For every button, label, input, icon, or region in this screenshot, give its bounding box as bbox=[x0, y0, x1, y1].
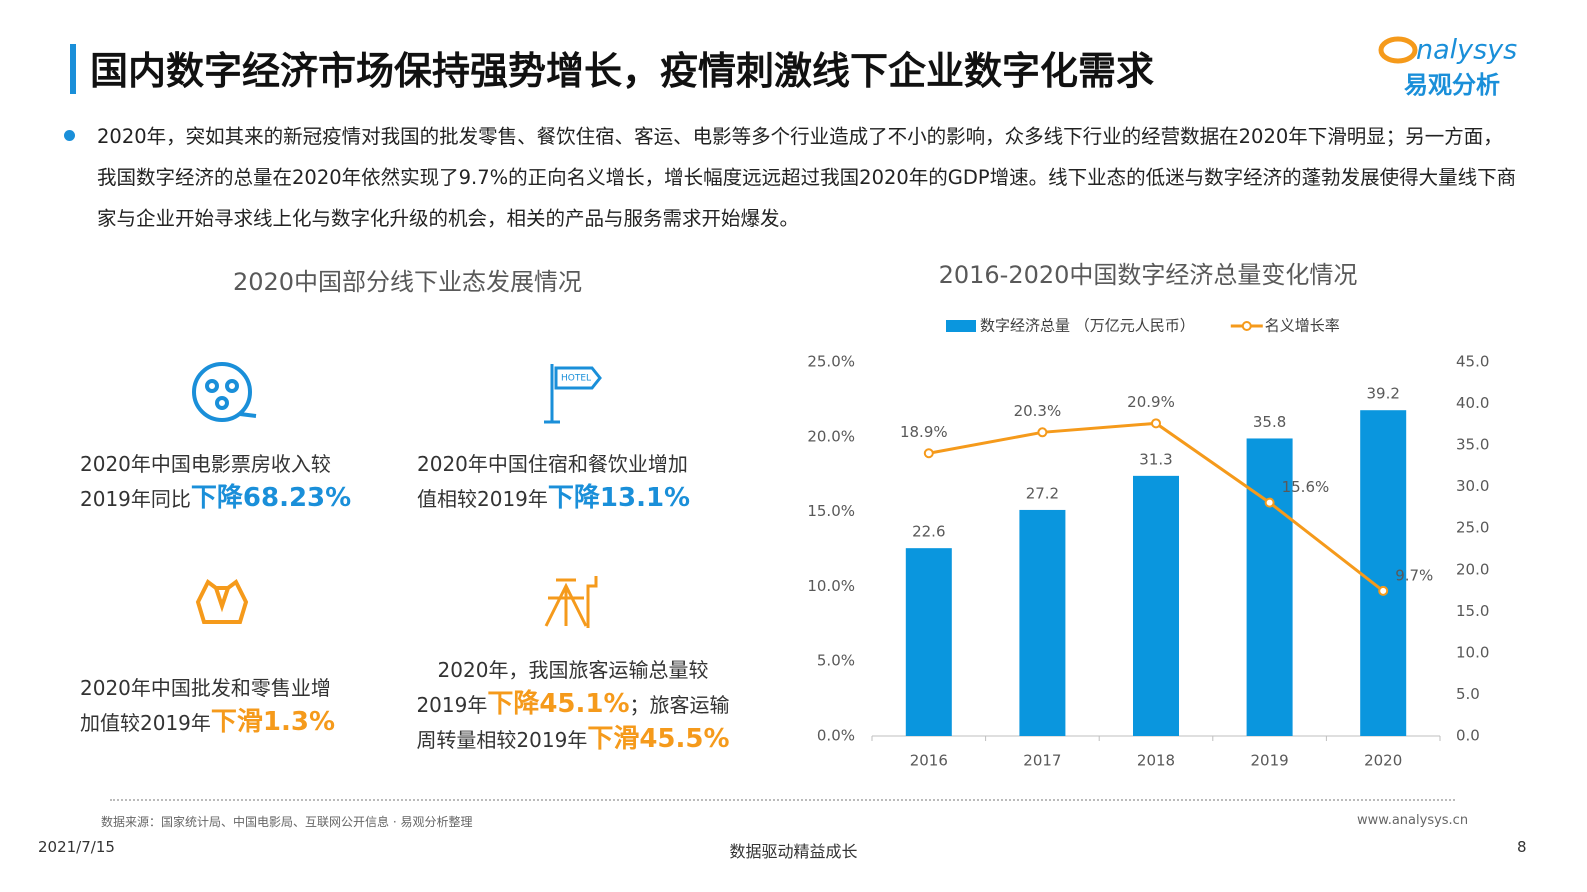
stat-text: 2020年，我国旅客运输总量较 bbox=[437, 658, 709, 682]
chart-title: 2016-2020中国数字经济总量变化情况 bbox=[939, 261, 1358, 289]
legend-marker bbox=[1241, 321, 1252, 331]
panel-title: 2020中国部分线下业态发展情况 bbox=[232, 268, 583, 296]
hotel-icon: HOTEL bbox=[544, 364, 602, 424]
bar bbox=[905, 548, 952, 736]
y2-tick-label: 40.0 bbox=[1456, 394, 1489, 412]
date: 2021/7/15 bbox=[38, 838, 115, 856]
line-value-label: 20.9% bbox=[1127, 393, 1175, 411]
stat-highlight: 下降13.1% bbox=[547, 483, 691, 513]
stat-text: 值相较2019年 bbox=[417, 487, 548, 511]
x-tick-label: 2018 bbox=[1137, 752, 1175, 770]
stat-item: 2020年中国住宿和餐饮业增加 值相较2019年下降13.1% bbox=[417, 447, 690, 516]
stat-text: 2020年中国批发和零售业增 bbox=[80, 676, 331, 700]
stat-item: 2020年中国批发和零售业增 加值较2019年下滑1.3% bbox=[80, 671, 335, 740]
legend-label: 数字经济总量 （万亿元人民币） bbox=[980, 317, 1195, 335]
bar-value-label: 27.2 bbox=[1026, 484, 1059, 502]
stat-highlight: 下降45.1% bbox=[487, 689, 630, 719]
y2-tick-label: 25.0 bbox=[1456, 519, 1489, 537]
y-tick-label: 10.0% bbox=[807, 577, 855, 595]
stat-text: 2019年 bbox=[416, 693, 488, 717]
y2-tick-label: 45.0 bbox=[1456, 353, 1489, 371]
x-tick-label: 2020 bbox=[1364, 752, 1402, 770]
y2-tick-label: 15.0 bbox=[1456, 602, 1489, 620]
bar-value-label: 22.6 bbox=[912, 523, 945, 541]
y2-tick-label: 5.0 bbox=[1456, 685, 1480, 703]
y-tick-label: 25.0% bbox=[807, 353, 855, 371]
stat-highlight: 下滑1.3% bbox=[210, 707, 336, 737]
bar bbox=[1246, 438, 1293, 736]
bar-value-label: 35.8 bbox=[1253, 413, 1286, 431]
bullet bbox=[64, 130, 75, 141]
logo-cn: 易观分析 bbox=[1404, 71, 1500, 99]
y-tick-label: 20.0% bbox=[807, 427, 855, 445]
stat-highlight: 下降68.23% bbox=[190, 483, 352, 513]
logo-text: nalysys bbox=[1416, 35, 1517, 66]
shirt-icon bbox=[195, 578, 249, 624]
legend-label: 名义增长率 bbox=[1265, 317, 1340, 335]
footer-rule bbox=[110, 799, 1455, 801]
y-tick-label: 0.0% bbox=[817, 727, 855, 745]
logo: nalysys 易观分析 bbox=[1378, 26, 1538, 106]
line-value-label: 18.9% bbox=[900, 423, 948, 441]
logo-mark: nalysys 易观分析 bbox=[1378, 35, 1517, 99]
slogan: 数据驱动精益成长 bbox=[729, 842, 858, 861]
bar bbox=[1360, 410, 1407, 736]
chart: 2016-2020中国数字经济总量变化情况 0.0% 5.0% 10.0% 15.0%… bbox=[807, 261, 1489, 770]
stat-item: 2020年，我国旅客运输总量较 2019年下降45.1%；旅客运输 周转量相较2… bbox=[393, 653, 753, 757]
stat-text: 周转量相较2019年 bbox=[416, 728, 588, 752]
bar-value-label: 39.2 bbox=[1366, 385, 1399, 403]
line-value-label: 9.7% bbox=[1395, 566, 1433, 584]
stat-text: 加值较2019年 bbox=[80, 711, 211, 735]
y2-tick-label: 20.0 bbox=[1456, 560, 1489, 578]
y-tick-label: 5.0% bbox=[817, 652, 855, 670]
icons: HOTEL bbox=[192, 362, 602, 628]
stat-text: ；旅客运输 bbox=[629, 693, 730, 717]
url: www.analysys.cn bbox=[1357, 813, 1469, 828]
source: 数据来源：国家统计局、中国电影局、互联网公开信息 · 易观分析整理 bbox=[101, 815, 473, 829]
stat-text: 2020年中国住宿和餐饮业增加 bbox=[417, 452, 688, 476]
y2-tick-label: 30.0 bbox=[1456, 477, 1489, 495]
x-tick-label: 2016 bbox=[910, 752, 948, 770]
x-tick-label: 2019 bbox=[1251, 752, 1289, 770]
stat-highlight: 下滑45.5% bbox=[587, 724, 730, 754]
stat-text: 2019年同比 bbox=[80, 487, 191, 511]
line-point bbox=[1151, 418, 1161, 429]
bar bbox=[1133, 475, 1179, 736]
line-point bbox=[923, 448, 934, 459]
line-value-label: 20.3% bbox=[1014, 402, 1062, 420]
x-tick-label: 2017 bbox=[1023, 752, 1061, 770]
y2-tick-label: 35.0 bbox=[1456, 436, 1489, 454]
logo-swirl bbox=[1378, 36, 1418, 64]
stat-text: 2020年中国电影票房收入较 bbox=[80, 452, 331, 476]
y-tick-label: 15.0% bbox=[807, 502, 855, 520]
line-point bbox=[1037, 427, 1048, 438]
intro-text: 2020年，突如其来的新冠疫情对我国的批发零售、餐饮住宿、客运、电影等多个行业造… bbox=[97, 125, 1517, 230]
bar-value-label: 31.3 bbox=[1139, 450, 1172, 468]
y2-tick-label: 0.0 bbox=[1456, 727, 1480, 745]
line-value-label: 15.6% bbox=[1282, 478, 1330, 496]
page-number: 8 bbox=[1517, 838, 1527, 856]
bar bbox=[1019, 509, 1066, 736]
line-point bbox=[1378, 585, 1389, 596]
line-point bbox=[1264, 497, 1275, 508]
transport-icon bbox=[544, 576, 598, 628]
title-bar bbox=[70, 44, 76, 94]
slide-title: 国内数字经济市场保持强势增长，疫情刺激线下企业数字化需求 bbox=[90, 49, 1155, 93]
film-icon bbox=[192, 362, 257, 422]
stat-item: 2020年中国电影票房收入较 2019年同比下降68.23% bbox=[80, 447, 351, 516]
svg-text:HOTEL: HOTEL bbox=[561, 374, 591, 384]
legend-swatch bbox=[946, 320, 976, 332]
y2-tick-label: 10.0 bbox=[1456, 643, 1489, 661]
